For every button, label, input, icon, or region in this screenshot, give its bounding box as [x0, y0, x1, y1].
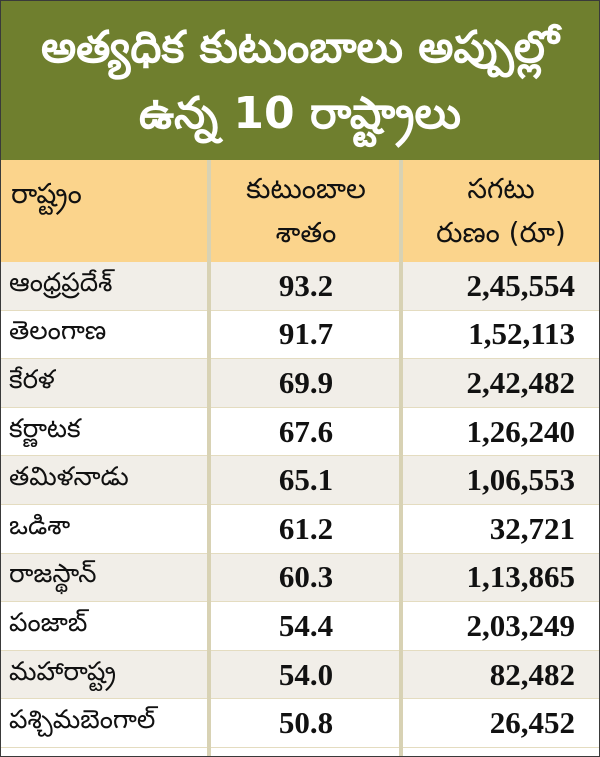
percent-cell: 69.9	[278, 364, 334, 400]
table-row: కర్ణాటక 67.6 1,26,240	[1, 407, 599, 457]
table-row: తమిళనాడు 65.1 1,06,553	[1, 456, 599, 505]
state-cell: పశ్చిమబెంగాల్	[9, 705, 156, 736]
debt-cell: 2,42,482	[466, 364, 576, 400]
debt-cell: 1,26,240	[466, 413, 576, 449]
table-header: రాష్ట్రం కుటుంబాల శాతం సగటు రుణం (రూ)	[1, 160, 599, 262]
header-debt-line-1: సగటు	[467, 172, 535, 205]
table-body: ఆంధ్రప్రదేశ్ 93.2 2,45,554 తెలంగాణ 91.7 1,52,…	[1, 262, 599, 748]
title-line-1: అత్యధిక కుటుంబాలు అప్పుల్లో	[40, 21, 560, 73]
percent-cell: 54.0	[278, 656, 334, 692]
debt-cell: 26,452	[489, 705, 575, 741]
percent-cell: 50.8	[278, 705, 334, 741]
header-debt: సగటు రుణం (రూ)	[403, 160, 599, 262]
header-state-label: రాష్ట్రం	[11, 177, 82, 210]
state-cell: తెలంగాణ	[9, 316, 107, 347]
debt-cell: 1,52,113	[468, 316, 575, 352]
column-divider-1	[207, 160, 211, 756]
table-row: పశ్చిమబెంగాల్ 50.8 26,452	[1, 699, 599, 748]
table-row: ఆంధ్రప్రదేశ్ 93.2 2,45,554	[1, 262, 599, 311]
table-row: ఒడిశా 61.2 32,721	[1, 504, 599, 554]
percent-cell: 61.2	[278, 510, 334, 546]
percent-cell: 65.1	[278, 462, 334, 498]
header-percent-line-2: శాతం	[275, 216, 337, 249]
table-row: రాజస్థాన్ 60.3 1,13,865	[1, 553, 599, 603]
percent-cell: 91.7	[278, 316, 334, 352]
state-cell: కర్ణాటక	[9, 413, 81, 444]
state-cell: రాజస్థాన్	[9, 559, 97, 590]
percent-cell: 54.4	[278, 607, 334, 643]
table-row: కేరళ 69.9 2,42,482	[1, 359, 599, 408]
header-percent-line-1: కుటుంబాల	[246, 172, 366, 205]
title-line-2: ఉన్న 10 రాష్ట్రాలు	[139, 87, 461, 139]
percent-cell: 67.6	[278, 413, 334, 449]
state-cell: కేరళ	[9, 364, 55, 395]
header-state: రాష్ట్రం	[11, 160, 201, 274]
debt-cell: 2,45,554	[466, 267, 576, 303]
state-cell: ఆంధ్రప్రదేశ్	[9, 267, 113, 298]
percent-cell: 60.3	[278, 559, 334, 595]
table-row: పంజాబ్ 54.4 2,03,249	[1, 602, 599, 651]
state-cell: మహారాష్ట్ర	[9, 656, 116, 687]
debt-cell: 32,721	[489, 510, 575, 546]
title-banner: అత్యధిక కుటుంబాలు అప్పుల్లో ఉన్న 10 రాష్…	[1, 1, 599, 160]
state-cell: తమిళనాడు	[9, 462, 129, 493]
debt-cell: 1,13,865	[466, 559, 576, 595]
debt-cell: 2,03,249	[466, 607, 576, 643]
debt-cell: 82,482	[489, 656, 575, 692]
table-row: మహారాష్ట్ర 54.0 82,482	[1, 650, 599, 700]
table-row: తెలంగాణ 91.7 1,52,113	[1, 310, 599, 360]
debt-cell: 1,06,553	[466, 462, 576, 498]
percent-cell: 93.2	[278, 267, 334, 303]
column-divider-2	[399, 160, 403, 756]
state-cell: ఒడిశా	[9, 510, 71, 541]
header-percent: కుటుంబాల శాతం	[213, 160, 399, 262]
state-cell: పంజాబ్	[9, 607, 88, 638]
header-debt-line-2: రుణం (రూ)	[436, 216, 566, 249]
